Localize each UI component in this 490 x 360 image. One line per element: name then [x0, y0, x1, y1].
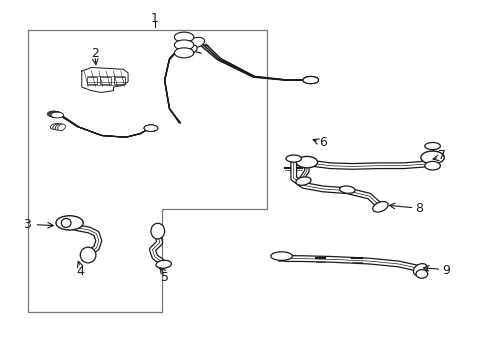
Text: 5: 5	[161, 271, 169, 284]
Ellipse shape	[303, 77, 318, 84]
Ellipse shape	[47, 111, 60, 117]
Ellipse shape	[61, 219, 71, 227]
Ellipse shape	[144, 125, 158, 131]
Ellipse shape	[50, 112, 63, 118]
Ellipse shape	[303, 76, 318, 84]
Ellipse shape	[286, 155, 301, 162]
Text: 4: 4	[76, 265, 84, 278]
Ellipse shape	[56, 216, 83, 230]
Ellipse shape	[51, 112, 64, 118]
Ellipse shape	[55, 124, 63, 130]
Ellipse shape	[144, 125, 158, 131]
Ellipse shape	[174, 48, 194, 58]
Text: 1: 1	[151, 12, 159, 25]
Ellipse shape	[48, 111, 61, 117]
Ellipse shape	[181, 45, 197, 55]
Text: 2: 2	[91, 47, 99, 60]
Ellipse shape	[303, 76, 318, 84]
Ellipse shape	[296, 157, 318, 168]
Ellipse shape	[174, 40, 194, 50]
Bar	[87, 77, 98, 84]
Text: 3: 3	[23, 218, 31, 231]
Circle shape	[416, 270, 428, 278]
Ellipse shape	[174, 32, 194, 42]
Ellipse shape	[50, 123, 59, 129]
Ellipse shape	[151, 223, 165, 239]
Ellipse shape	[58, 124, 65, 131]
Ellipse shape	[144, 125, 158, 131]
Ellipse shape	[188, 37, 204, 48]
Ellipse shape	[49, 112, 62, 117]
Text: 7: 7	[439, 149, 446, 162]
Ellipse shape	[156, 260, 171, 268]
Text: 6: 6	[319, 136, 327, 149]
Ellipse shape	[53, 124, 62, 130]
Ellipse shape	[340, 186, 355, 193]
Ellipse shape	[421, 151, 444, 164]
Text: 9: 9	[442, 264, 450, 276]
Ellipse shape	[144, 125, 158, 131]
Text: 8: 8	[416, 202, 423, 215]
Bar	[114, 77, 124, 84]
Ellipse shape	[144, 125, 158, 131]
Ellipse shape	[425, 161, 441, 170]
Ellipse shape	[80, 247, 96, 263]
Ellipse shape	[373, 202, 388, 212]
Ellipse shape	[425, 143, 441, 150]
Bar	[100, 77, 111, 84]
Ellipse shape	[296, 177, 311, 185]
Ellipse shape	[271, 252, 292, 260]
Ellipse shape	[414, 264, 427, 276]
